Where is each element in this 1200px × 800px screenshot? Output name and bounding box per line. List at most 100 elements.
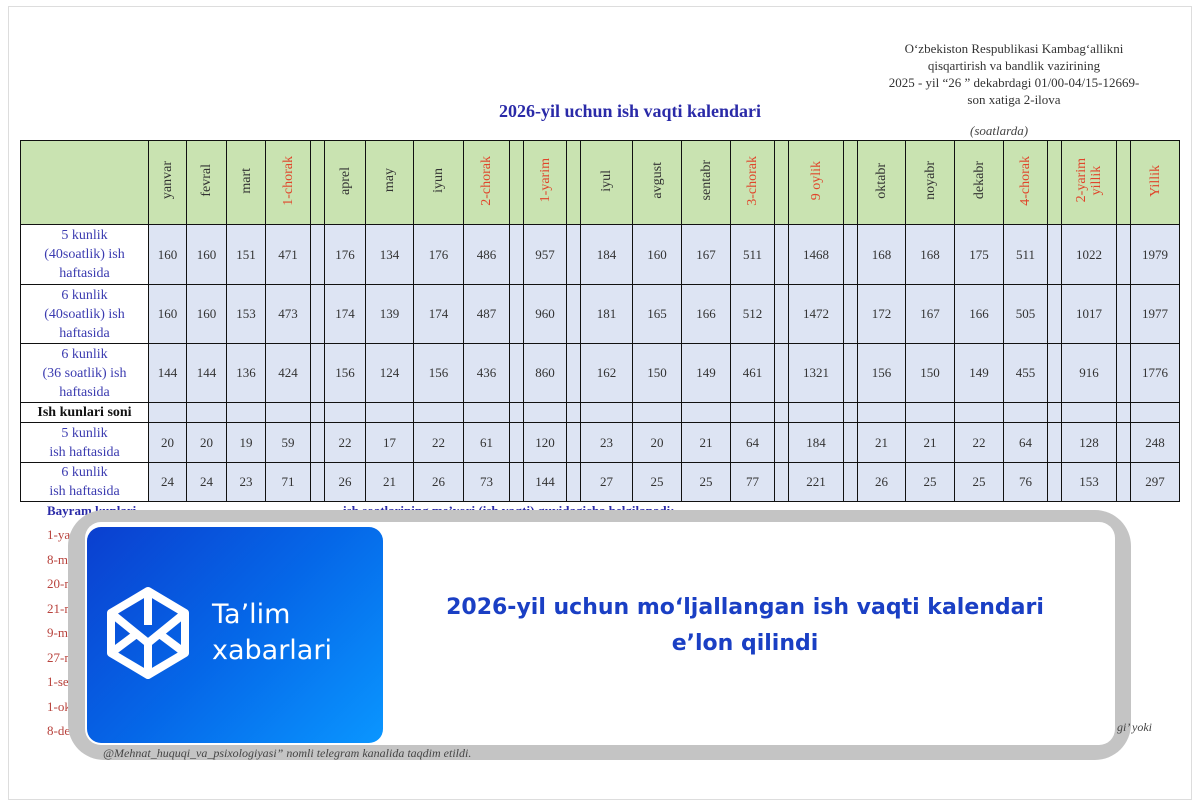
spacer-cell [566, 462, 581, 502]
table-cell: 166 [681, 284, 731, 344]
table-cell: 1321 [788, 343, 844, 403]
spacer-cell [566, 422, 581, 463]
table-cell [632, 402, 682, 423]
table-cell [1003, 402, 1048, 423]
table-cell: 77 [730, 462, 775, 502]
table-cell [857, 402, 906, 423]
table-cell: 25 [681, 462, 731, 502]
table-cell: 26 [413, 462, 464, 502]
table-cell: 960 [523, 284, 567, 344]
table-cell: 124 [365, 343, 414, 403]
table-row: 6 kunlik (40soatlik) ish haftasida 160 160… [20, 284, 1180, 344]
table-cell: 76 [1003, 462, 1048, 502]
column-header-label: iyul [599, 169, 614, 192]
table-cell: 144 [523, 462, 567, 502]
table-cell [148, 402, 187, 423]
approval-line: O‘zbekiston Respublikasi Kambag‘allikni [904, 41, 1124, 56]
table-cell: 26 [324, 462, 366, 502]
column-header: 1-chorak [265, 140, 311, 225]
column-header: avgust [632, 140, 682, 225]
column-header-label: 2-yarim yillik [1074, 158, 1104, 203]
column-header: sentabr [681, 140, 731, 225]
spacer-cell [1116, 402, 1131, 423]
row-label: 5 kunlik (40soatlik) ish haftasida [20, 224, 149, 285]
table-cell: 1022 [1061, 224, 1117, 285]
spacer-cell [509, 462, 524, 502]
table-cell [523, 402, 567, 423]
table-cell: 184 [788, 422, 844, 463]
table-cell: 73 [463, 462, 510, 502]
table-cell: 17 [365, 422, 414, 463]
spacer-cell [843, 343, 858, 403]
table-cell: 162 [580, 343, 633, 403]
column-header: 4-chorak [1003, 140, 1048, 225]
column-header: 9 oylik [788, 140, 844, 225]
spacer-cell [843, 402, 858, 423]
table-cell: 160 [148, 224, 187, 285]
spacer-cell [509, 422, 524, 463]
column-header: Yillik [1130, 140, 1180, 225]
table-cell: 160 [186, 224, 227, 285]
table-cell [1061, 402, 1117, 423]
table-cell: 424 [265, 343, 311, 403]
table-row: 6 kunlik (36 soatlik) ish haftasida 144 14… [20, 343, 1180, 403]
column-header-label: avgust [649, 162, 665, 199]
table-cell [681, 402, 731, 423]
table-cell: 20 [186, 422, 227, 463]
spacer-cell [310, 224, 325, 285]
row-label: 5 kunlik ish haftasida [20, 422, 149, 463]
column-header: 2-chorak [463, 140, 510, 225]
table-cell: 1977 [1130, 284, 1180, 344]
spacer-column [310, 140, 325, 225]
spacer-cell [566, 284, 581, 344]
table-cell: 916 [1061, 343, 1117, 403]
column-header: iyun [413, 140, 464, 225]
table-cell: 487 [463, 284, 510, 344]
table-row: 5 kunlik (40soatlik) ish haftasida 160 160… [20, 224, 1180, 285]
spacer-cell [774, 284, 789, 344]
right-fragment: gi’ yoki [1117, 720, 1152, 734]
approval-line: qisqartirish va bandlik vazirining [927, 58, 1101, 73]
table-cell: 150 [632, 343, 682, 403]
spacer-cell [509, 284, 524, 344]
column-header-label: fevral [199, 164, 214, 197]
row-label: 6 kunlik ish haftasida [20, 462, 149, 502]
column-header: aprel [324, 140, 366, 225]
cube-logo-icon [107, 587, 189, 679]
spacer-column [1116, 140, 1131, 225]
talim-xabarlari-logo: Ta’lim xabarlari [87, 527, 383, 743]
table-cell: 166 [954, 284, 1004, 344]
table-cell [954, 402, 1004, 423]
spacer-column [1047, 140, 1062, 225]
table-cell: 20 [632, 422, 682, 463]
footer-fragment: @Mehnat_huquqi_va_psixologiyasi” nomli t… [103, 746, 472, 760]
table-cell: 168 [905, 224, 955, 285]
table-cell: 134 [365, 224, 414, 285]
spacer-cell [1116, 462, 1131, 502]
table-cell: 21 [681, 422, 731, 463]
table-cell: 473 [265, 284, 311, 344]
spacer-cell [1047, 224, 1062, 285]
column-header-label: 1-chorak [280, 155, 296, 206]
spacer-column [509, 140, 524, 225]
table-cell: 26 [857, 462, 906, 502]
table-cell: 512 [730, 284, 775, 344]
column-header-label: yanvar [160, 161, 175, 200]
column-header-label: 3-chorak [745, 155, 760, 206]
table-cell: 156 [857, 343, 906, 403]
table-cell: 175 [954, 224, 1004, 285]
spacer-cell [774, 422, 789, 463]
spacer-cell [774, 462, 789, 502]
headline: 2026-yil uchun mo‘ljallangan ish vaqti k… [400, 590, 1090, 662]
spacer-cell [1047, 462, 1062, 502]
table-cell: 23 [580, 422, 633, 463]
column-header: noyabr [905, 140, 955, 225]
column-header-label: noyabr [922, 161, 938, 200]
table-cell [413, 402, 464, 423]
table-cell: 120 [523, 422, 567, 463]
table-cell: 59 [265, 422, 311, 463]
spacer-cell [310, 462, 325, 502]
spacer-cell [310, 422, 325, 463]
table-cell: 957 [523, 224, 567, 285]
column-header: fevral [186, 140, 227, 225]
